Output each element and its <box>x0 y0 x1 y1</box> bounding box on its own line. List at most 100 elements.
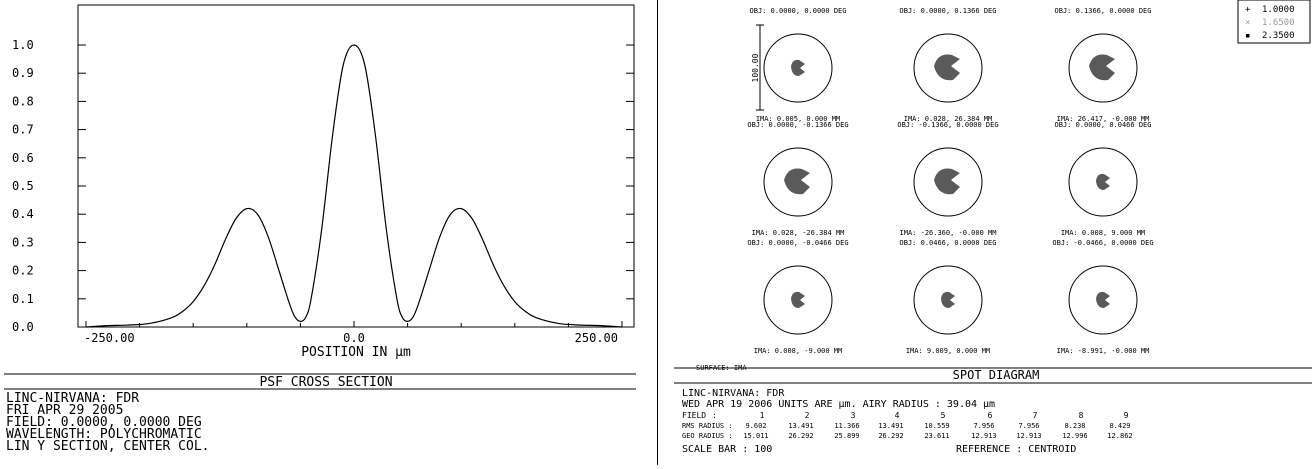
legend-symbol-1: + <box>1245 5 1251 15</box>
spot-cell: OBJ: 0.0000, 0.0466 DEG IMA: 0.008, 9.000… <box>1055 121 1152 237</box>
airy-circle <box>913 147 983 217</box>
y-tick-label: 0.7 <box>12 123 34 137</box>
spot-pattern <box>934 54 960 81</box>
geo-value: 23.611 <box>924 432 949 440</box>
psf-footer-title: PSF CROSS SECTION <box>259 375 392 390</box>
legend-symbol-3: ▪ <box>1245 31 1250 41</box>
geo-value: 12.996 <box>1062 432 1087 440</box>
spot-pattern <box>1089 54 1115 81</box>
geo-row-label: GEO RADIUS : <box>682 432 733 440</box>
field-number: 6 <box>988 411 993 420</box>
airy-circle <box>763 265 833 335</box>
spot-pattern <box>791 291 805 308</box>
spot-ima-label: IMA: -8.991, -0.000 MM <box>1057 347 1150 355</box>
geo-value: 12.862 <box>1107 432 1132 440</box>
field-number: 7 <box>1033 411 1038 420</box>
field-number: 8 <box>1079 411 1084 420</box>
spot-pattern <box>1096 173 1110 190</box>
y-tick-label: 0.5 <box>12 179 34 193</box>
legend-symbol-2: × <box>1245 18 1250 28</box>
psf-info-line-4: WAVELENGTH: POLYCHROMATIC <box>6 427 202 442</box>
rms-row-label: RMS RADIUS : <box>682 422 733 430</box>
spot-info-line-2: WED APR 19 2006 UNITS ARE µm. AIRY RADIU… <box>682 399 995 410</box>
spot-obj-label: OBJ: 0.1366, 0.0000 DEG <box>1055 7 1152 15</box>
spot-obj-label: OBJ: 0.0000, -0.0466 DEG <box>747 239 848 247</box>
rms-value: 13.491 <box>878 422 903 430</box>
y-tick-label: 0.6 <box>12 151 34 165</box>
field-number: 4 <box>895 411 900 420</box>
airy-circle <box>763 147 833 217</box>
field-number: 3 <box>851 411 856 420</box>
spot-ima-label: IMA: 0.005, 0.000 MM <box>756 115 840 123</box>
y-tick-label: 0.8 <box>12 94 34 108</box>
rms-value: 8.429 <box>1109 422 1130 430</box>
psf-chart: 0.0 0.1 0.2 0.3 0.4 0.5 0.6 0.7 0.8 0.9 1.0 -250.00… <box>4 4 636 454</box>
spot-cell: OBJ: 0.0000, -0.0466 DEG IMA: 0.008, -9.0… <box>747 239 848 355</box>
rms-value: 9.602 <box>745 422 766 430</box>
x-tick-label: 0.0 <box>343 331 365 345</box>
legend-label-2: 1.6500 <box>1262 18 1295 28</box>
psf-info-line-1: LINC-NIRVANA: FDR <box>6 391 139 406</box>
spot-footer-title: SPOT DIAGRAM <box>953 368 1040 382</box>
airy-circle <box>1068 147 1138 217</box>
airy-circle <box>913 33 983 103</box>
scale-bar-label: 100.00 <box>751 53 760 82</box>
spot-cell: OBJ: 0.0000, 0.1366 DEG IMA: 0.028, 26.38… <box>900 7 997 123</box>
spot-cell: OBJ: 0.1366, 0.0000 DEG IMA: 26.417, -0.0… <box>1055 7 1152 123</box>
airy-circle <box>913 265 983 335</box>
field-number: 1 <box>760 411 765 420</box>
spot-pattern <box>784 168 810 195</box>
y-tick-label: 0.3 <box>12 235 34 249</box>
spot-obj-label: OBJ: 0.0000, 0.0466 DEG <box>1055 121 1152 129</box>
geo-value: 12.913 <box>971 432 996 440</box>
airy-circle <box>1068 265 1138 335</box>
spot-obj-label: OBJ: 0.0000, 0.0000 DEG <box>750 7 847 15</box>
legend-label-3: 2.3500 <box>1262 31 1295 41</box>
rms-value: 8.238 <box>1064 422 1085 430</box>
spot-pattern <box>934 168 960 195</box>
spot-ima-label: IMA: 0.008, -9.000 MM <box>754 347 843 355</box>
psf-curve <box>85 44 623 328</box>
rms-value: 7.956 <box>1018 422 1039 430</box>
rms-value: 7.956 <box>973 422 994 430</box>
spot-panel: OBJ: 0.0000, 0.0000 DEG IMA: 0.005, 0.000… <box>660 0 1314 465</box>
spot-info-line-1: LINC-NIRVANA: FDR <box>682 388 785 399</box>
spot-obj-label: OBJ: -0.0466, 0.0000 DEG <box>1052 239 1153 247</box>
spot-pattern <box>941 291 955 308</box>
psf-x-axis-label: POSITION IN µm <box>301 345 411 360</box>
rms-value: 11.366 <box>834 422 859 430</box>
psf-info-line-2: FRI APR 29 2005 <box>6 403 123 418</box>
psf-plot-frame <box>77 4 635 328</box>
spot-cell: OBJ: 0.0466, 0.0000 DEG IMA: 9.009, 0.000… <box>900 239 997 355</box>
field-row-label: FIELD <box>682 411 706 420</box>
spot-ima-label: IMA: -26.360, -0.000 MM <box>900 229 997 237</box>
spot-cell: OBJ: 0.0000, 0.0000 DEG IMA: 0.005, 0.000… <box>750 7 847 123</box>
spot-pattern <box>1096 291 1110 308</box>
airy-circle <box>763 33 833 103</box>
geo-value: 12.913 <box>1016 432 1041 440</box>
spot-cell: OBJ: -0.1366, 0.0000 DEG IMA: -26.360, -0… <box>897 121 998 237</box>
y-tick-label: 0.2 <box>12 264 34 278</box>
y-tick-label: 0.4 <box>12 207 34 221</box>
spot-cell: OBJ: 0.0000, -0.1366 DEG IMA: 0.028, -26.… <box>747 121 848 237</box>
field-number: 9 <box>1124 411 1129 420</box>
field-number: 5 <box>941 411 946 420</box>
geo-value: 26.292 <box>788 432 813 440</box>
spot-ima-label: IMA: 0.028, 26.384 MM <box>904 115 993 123</box>
reference-info: REFERENCE : CENTROID <box>956 444 1076 455</box>
panel-divider <box>657 0 658 465</box>
scale-bar-info: SCALE BAR : 100 <box>682 444 772 455</box>
geo-value: 15.011 <box>743 432 768 440</box>
spot-obj-label: OBJ: 0.0000, -0.1366 DEG <box>747 121 848 129</box>
rms-value: 13.491 <box>788 422 813 430</box>
field-row-colon: : <box>712 411 717 420</box>
spot-ima-label: IMA: 26.417, -0.000 MM <box>1057 115 1150 123</box>
geo-value: 26.292 <box>878 432 903 440</box>
geo-value: 25.899 <box>834 432 859 440</box>
y-tick-label: 0.9 <box>12 66 34 80</box>
spot-obj-label: OBJ: -0.1366, 0.0000 DEG <box>897 121 998 129</box>
x-tick-label: -250.00 <box>84 331 135 345</box>
psf-info-line-3: FIELD: 0.0000, 0.0000 DEG <box>6 415 202 430</box>
spot-ima-label: IMA: 0.028, -26.384 MM <box>752 229 845 237</box>
legend: + 1.0000 × 1.6500 ▪ 2.3500 <box>1237 0 1311 44</box>
